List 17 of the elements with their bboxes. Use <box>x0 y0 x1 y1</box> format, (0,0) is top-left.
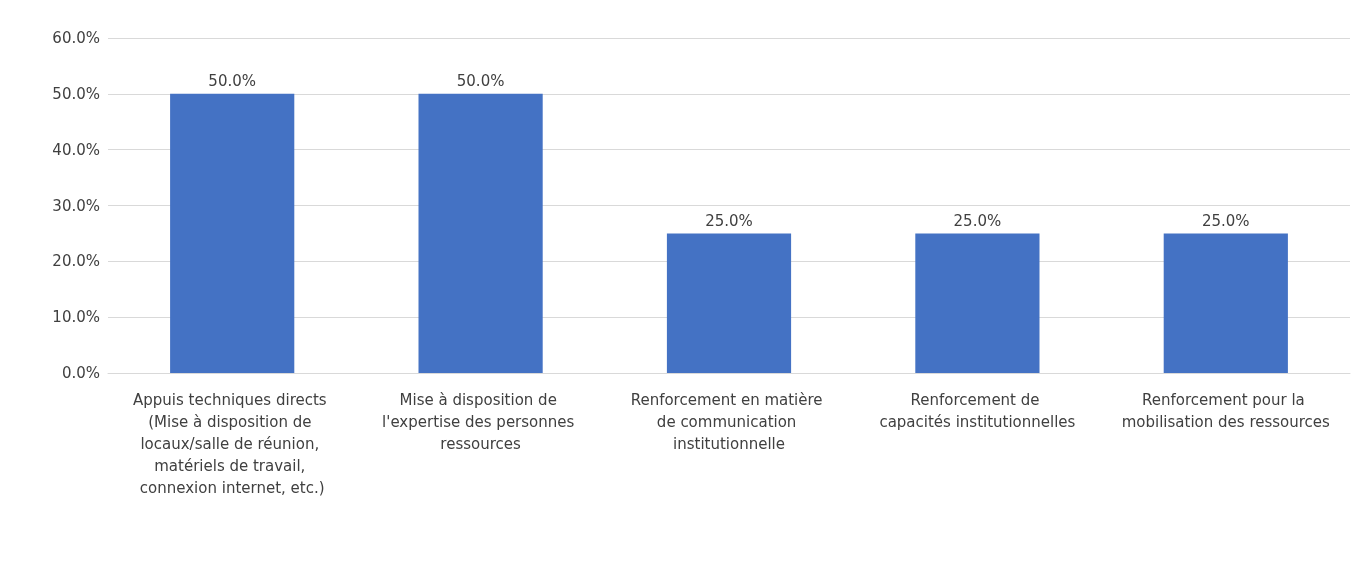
x-tick-label: Renforcement de capacités institutionnelles <box>879 391 1076 431</box>
y-tick-label: 60.0% <box>52 29 100 47</box>
data-label: 25.0% <box>953 211 1002 230</box>
y-tick-label: 30.0% <box>52 196 100 215</box>
x-tick-label: Appuis techniques directs (Mise à disposition de locaux/salle de réunion, matériels de travail, connexion internet, etc.) <box>133 391 332 497</box>
data-label: 50.0% <box>208 72 257 91</box>
data-label: 50.0% <box>456 72 505 91</box>
x-tick-label: Mise à disposition de l'expertise des personnes ressources <box>382 391 580 453</box>
x-tick-label: Renforcement en matière de communication institutionnelle <box>630 391 828 453</box>
y-tick-label: 20.0% <box>52 252 100 271</box>
y-tick-label: 50.0% <box>52 84 100 103</box>
x-tick-label: Renforcement pour la mobilisation des ressources <box>1121 391 1331 431</box>
data-label: 25.0% <box>1201 211 1250 230</box>
y-tick-label: 10.0% <box>52 308 100 327</box>
y-tick-label: 40.0% <box>52 140 100 159</box>
y-tick-label: 0.0% <box>61 364 100 382</box>
data-label: 25.0% <box>705 211 753 230</box>
